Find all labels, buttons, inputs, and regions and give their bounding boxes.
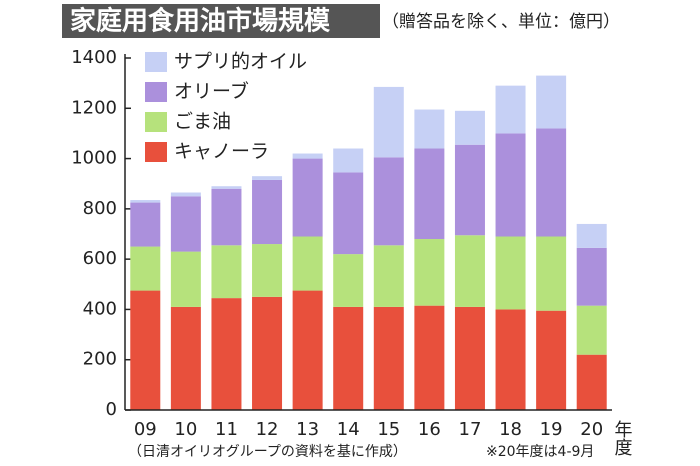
y-tick-label: 1400	[71, 47, 117, 68]
x-tick-label: 17	[459, 419, 482, 440]
bar-segment	[454, 110, 485, 145]
bar-segment	[576, 247, 607, 306]
y-tick-label: 0	[106, 399, 117, 420]
x-tick-label: 13	[296, 419, 319, 440]
bar-segment	[252, 244, 283, 297]
legend-swatch	[145, 142, 167, 162]
bar-segment	[414, 109, 445, 149]
bar-segment	[373, 157, 404, 246]
bar-segment	[373, 245, 404, 307]
y-tick-label: 200	[83, 349, 117, 370]
bar-segment	[130, 246, 161, 291]
bar-segment	[373, 86, 404, 158]
x-tick-label: 10	[174, 419, 197, 440]
x-tick-label: 18	[499, 419, 522, 440]
bar-segment	[414, 148, 445, 240]
bar-segment	[170, 192, 201, 197]
bar-segment	[130, 202, 161, 247]
source-note: （日清オイリオグループの資料を基に作成）	[128, 443, 407, 460]
legend-label: キャノーラ	[174, 141, 269, 163]
y-tick-label: 1200	[71, 97, 117, 118]
bar-segment	[495, 85, 526, 134]
bar-segment	[536, 75, 567, 129]
bar-segment	[292, 236, 323, 291]
x-axis-label: 年度	[612, 420, 633, 456]
bar-segment	[333, 172, 364, 255]
y-tick-label: 1000	[71, 148, 117, 169]
bar-segment	[454, 235, 485, 307]
bar-segment	[536, 128, 567, 237]
x-tick-label: 09	[134, 419, 157, 440]
bar-segment	[495, 133, 526, 237]
bar-segment	[292, 290, 323, 410]
bar-segment	[333, 254, 364, 307]
x-tick-label: 15	[377, 419, 400, 440]
bar-segment	[211, 298, 242, 410]
bar-segment	[414, 239, 445, 306]
bar-segment	[576, 223, 607, 248]
chart-subtitle: （贈答品を除く、単位：億円）	[382, 12, 620, 32]
bar-segment	[536, 236, 567, 311]
bar-segment	[333, 148, 364, 173]
x-tick-label: 14	[337, 419, 360, 440]
bar-segment	[495, 236, 526, 310]
y-tick-label: 800	[83, 198, 117, 219]
y-tick-label: 600	[83, 248, 117, 269]
legend-swatch	[145, 112, 167, 132]
bar-segment	[252, 179, 283, 245]
chart-title: 家庭用食用油市場規模	[70, 6, 331, 37]
period-note: ※20年度は4-9月	[486, 444, 594, 460]
bar-segment	[576, 354, 607, 410]
bar-segment	[211, 245, 242, 299]
bar-segment	[170, 196, 201, 252]
bar-segment	[170, 306, 201, 410]
x-tick-label: 20	[580, 419, 603, 440]
bar-segment	[130, 290, 161, 410]
legend-swatch	[145, 82, 167, 102]
bar-segment	[130, 200, 161, 203]
bar-segment	[536, 310, 567, 410]
x-tick-label: 19	[540, 419, 563, 440]
bar-segment	[252, 296, 283, 410]
bar-segment	[454, 144, 485, 236]
legend-label: ごま油	[174, 111, 231, 133]
bar-segment	[292, 158, 323, 237]
x-tick-label: 12	[256, 419, 279, 440]
y-tick-label: 400	[83, 298, 117, 319]
bar-segment	[252, 176, 283, 180]
bar-segment	[170, 251, 201, 307]
legend-label: オリーブ	[174, 80, 249, 103]
bar-segment	[211, 186, 242, 189]
legend-swatch	[145, 52, 167, 72]
legend-label: サプリ的オイル	[174, 51, 307, 73]
bar-segment	[576, 305, 607, 355]
x-tick-label: 16	[418, 419, 441, 440]
bar-segment	[495, 309, 526, 410]
x-tick-label: 11	[215, 419, 238, 440]
bar-segment	[211, 188, 242, 246]
bar-segment	[373, 306, 404, 410]
bar-segment	[333, 306, 364, 410]
title-box	[62, 4, 380, 38]
bar-segment	[414, 305, 445, 410]
bar-segment	[454, 306, 485, 410]
bar-segment	[292, 153, 323, 159]
